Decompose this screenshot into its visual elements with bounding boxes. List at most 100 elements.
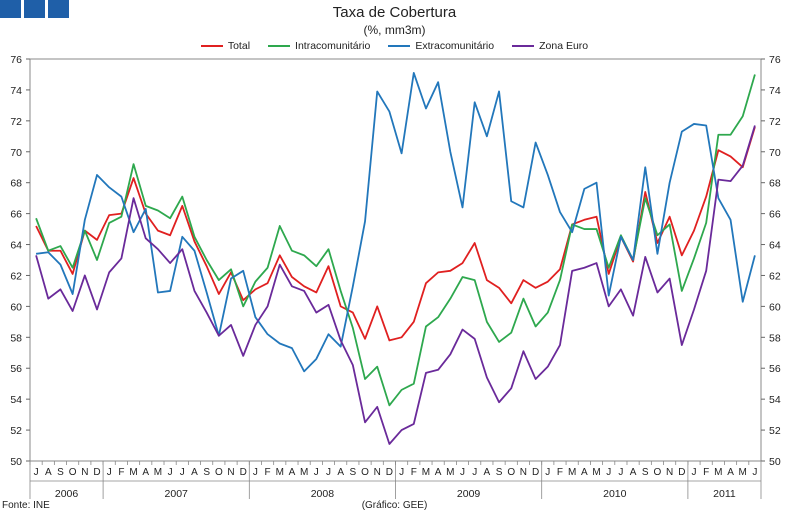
x-tick-label: F: [411, 467, 417, 478]
x-tick-label: A: [45, 467, 52, 478]
y-tick-label-right: 58: [769, 332, 781, 344]
x-tick-label: O: [215, 467, 223, 478]
chart-title: Taxa de Cobertura: [332, 4, 457, 21]
legend-label: Total: [227, 40, 251, 52]
x-tick-label: J: [472, 467, 477, 478]
x-tick-label: S: [203, 467, 210, 478]
x-tick-label: J: [399, 467, 404, 478]
y-tick-label-left: 70: [10, 147, 22, 159]
x-tick-label: F: [265, 467, 271, 478]
y-tick-label-right: 62: [769, 270, 781, 282]
legend-item: Intracomunitário: [268, 40, 370, 52]
y-tick-label-left: 50: [10, 456, 22, 468]
y-tick-label-left: 66: [10, 209, 22, 221]
x-tick-label: O: [654, 467, 662, 478]
x-tick-label: D: [532, 467, 539, 478]
legend-swatch: [388, 45, 411, 47]
series-line-zona-euro: [35, 125, 756, 445]
x-tick-label: N: [227, 467, 234, 478]
x-tick-label: A: [435, 467, 442, 478]
x-tick-label: N: [666, 467, 673, 478]
source-note: Fonte: INE: [2, 500, 50, 511]
y-tick-label-right: 76: [769, 54, 781, 66]
x-tick-label: F: [703, 467, 709, 478]
x-tick-label: N: [81, 467, 88, 478]
year-label: 2011: [713, 488, 736, 500]
y-tick-label-left: 72: [10, 116, 22, 128]
x-tick-label: J: [314, 467, 319, 478]
y-tick-label-left: 64: [10, 240, 22, 252]
x-tick-label: D: [240, 467, 247, 478]
x-tick-label: A: [727, 467, 734, 478]
x-tick-label: J: [752, 467, 757, 478]
y-tick-label-right: 60: [769, 301, 781, 313]
legend-item: Zona Euro: [512, 40, 588, 52]
x-tick-label: M: [739, 467, 747, 478]
legend-swatch: [200, 45, 223, 47]
y-tick-label-right: 70: [769, 147, 781, 159]
y-tick-label-right: 54: [769, 394, 781, 406]
x-tick-label: J: [107, 467, 112, 478]
x-tick-label: O: [69, 467, 77, 478]
x-tick-label: A: [581, 467, 588, 478]
year-label: 2006: [55, 488, 79, 500]
x-tick-label: S: [496, 467, 503, 478]
y-tick-label-right: 52: [769, 425, 781, 437]
legend-swatch: [512, 45, 535, 47]
x-tick-label: J: [691, 467, 696, 478]
x-tick-label: O: [361, 467, 369, 478]
x-tick-label: J: [606, 467, 611, 478]
y-tick-label-left: 56: [10, 363, 22, 375]
y-tick-label-right: 68: [769, 178, 781, 190]
x-tick-label: D: [386, 467, 393, 478]
x-tick-label: M: [568, 467, 576, 478]
logo-block: [24, 0, 45, 18]
x-tick-label: M: [276, 467, 284, 478]
x-tick-label: M: [446, 467, 454, 478]
x-tick-label: J: [326, 467, 331, 478]
y-tick-label-right: 56: [769, 363, 781, 375]
legend-label: Intracomunitário: [295, 40, 371, 52]
y-tick-label-left: 74: [10, 85, 22, 97]
y-tick-label-left: 76: [10, 54, 22, 66]
y-tick-label-left: 58: [10, 332, 22, 344]
y-tick-label-left: 60: [10, 301, 22, 313]
plot-frame: [29, 58, 762, 462]
x-tick-label: A: [142, 467, 149, 478]
x-tick-label: J: [545, 467, 550, 478]
y-tick-label-right: 72: [769, 116, 781, 128]
series-line-intracomunitário: [35, 74, 756, 407]
y-tick-label-left: 54: [10, 394, 22, 406]
x-tick-label: N: [374, 467, 381, 478]
x-tick-label: M: [592, 467, 600, 478]
y-tick-label-right: 50: [769, 456, 781, 468]
y-tick-label-right: 64: [769, 240, 781, 252]
legend-label: Extracomunitário: [415, 40, 495, 52]
x-tick-label: A: [191, 467, 198, 478]
x-tick-label: J: [618, 467, 623, 478]
x-tick-label: A: [337, 467, 344, 478]
legend-swatch: [268, 45, 291, 47]
x-tick-label: O: [507, 467, 515, 478]
x-tick-label: M: [154, 467, 162, 478]
x-tick-label: A: [630, 467, 637, 478]
x-tick-label: J: [180, 467, 185, 478]
x-tick-label: M: [422, 467, 430, 478]
x-tick-label: N: [520, 467, 527, 478]
legend-item: Extracomunitário: [388, 40, 494, 52]
x-tick-label: D: [93, 467, 100, 478]
series-line-extracomunitário: [35, 72, 756, 373]
x-tick-label: D: [678, 467, 685, 478]
y-tick-label-left: 52: [10, 425, 22, 437]
y-tick-label-left: 62: [10, 270, 22, 282]
logo-block: [48, 0, 69, 18]
x-tick-label: F: [118, 467, 124, 478]
x-tick-label: S: [642, 467, 649, 478]
logo-block: [0, 0, 21, 18]
x-tick-label: A: [484, 467, 491, 478]
logo: [0, 0, 69, 18]
year-label: 2009: [457, 488, 481, 500]
year-label: 2007: [165, 488, 189, 500]
credit-note: (Gráfico: GEE): [361, 500, 428, 511]
